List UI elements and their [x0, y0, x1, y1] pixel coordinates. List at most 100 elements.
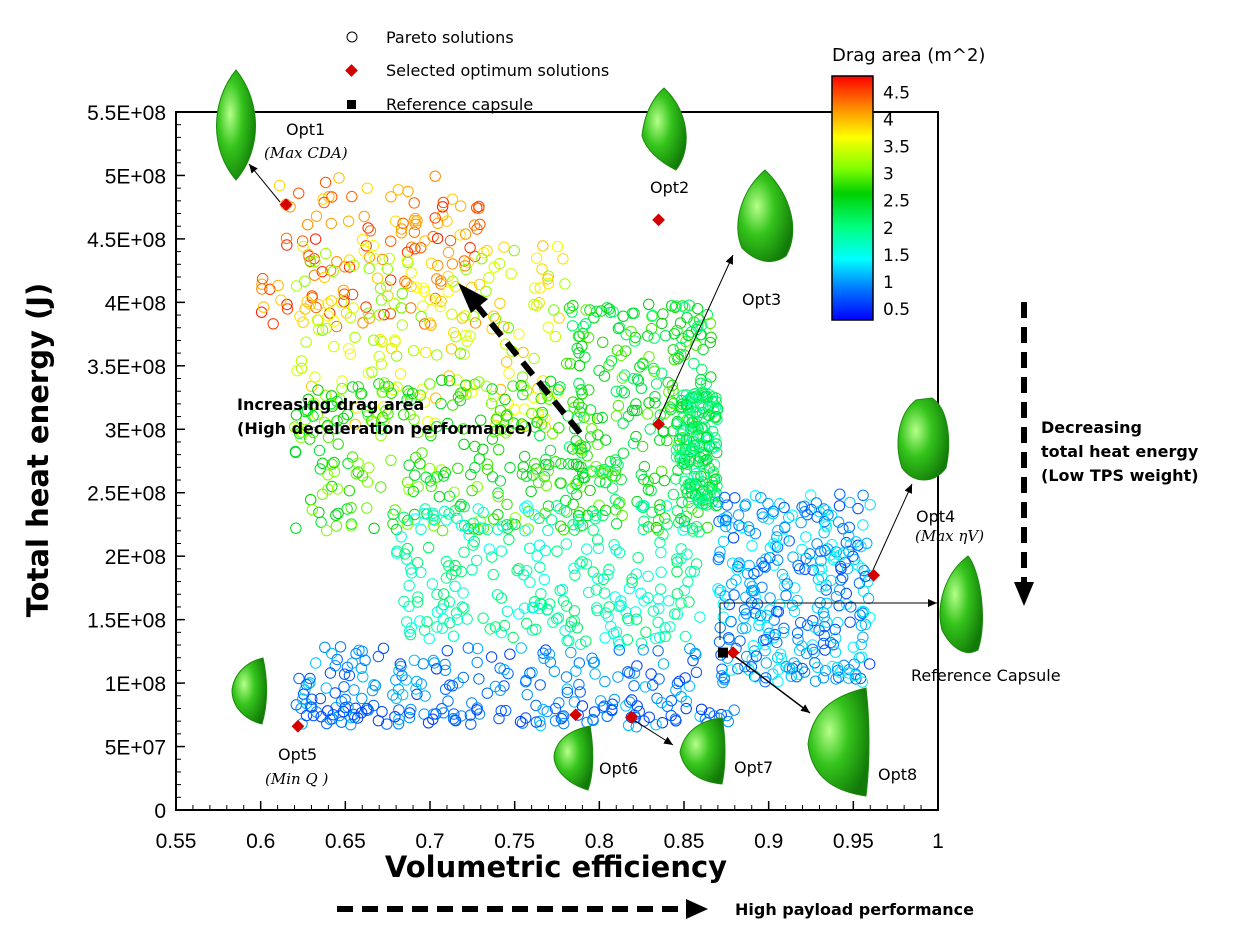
pareto-point — [542, 524, 554, 537]
pareto-point — [560, 671, 573, 683]
pareto-point — [801, 619, 814, 631]
pareto-point — [696, 422, 708, 434]
pareto-point — [415, 242, 427, 254]
pareto-point — [344, 348, 357, 360]
pareto-point — [422, 717, 435, 729]
pareto-point — [488, 390, 500, 403]
pareto-point — [671, 566, 683, 578]
pareto-point — [592, 542, 605, 554]
pareto-point — [720, 520, 732, 533]
pareto-point — [326, 458, 338, 470]
pareto-point — [622, 612, 634, 625]
pareto-point — [647, 309, 659, 322]
pareto-point — [581, 716, 593, 729]
pareto-point — [712, 583, 724, 595]
colorbar-tick-label: 2.5 — [883, 192, 910, 212]
pareto-point — [650, 719, 662, 731]
pareto-point — [572, 510, 585, 522]
pareto-point — [574, 558, 586, 570]
pareto-point — [343, 485, 356, 497]
y-axis-ticks: 0 5E+07 1E+08 1.5E+08 2E+08 2.5E+08 3E+08 3.5E+… — [87, 102, 185, 823]
pareto-point — [331, 256, 343, 268]
pareto-point — [538, 573, 550, 586]
pareto-point — [606, 482, 619, 494]
pareto-point — [617, 417, 629, 429]
pareto-point — [576, 340, 588, 352]
pareto-point — [573, 377, 585, 390]
pareto-point — [436, 622, 449, 634]
pareto-point — [622, 666, 634, 678]
pareto-point — [456, 386, 469, 399]
pareto-point — [710, 473, 723, 485]
pareto-point — [446, 308, 458, 320]
pareto-point — [548, 304, 560, 316]
pareto-point — [800, 531, 812, 543]
pareto-point — [425, 480, 437, 493]
opt6-label: Opt6 — [599, 759, 638, 778]
pareto-point — [631, 495, 643, 508]
pareto-point — [598, 587, 611, 599]
pareto-point — [609, 493, 621, 506]
pareto-point — [493, 444, 505, 456]
pareto-point — [597, 573, 610, 585]
pareto-point — [643, 397, 655, 409]
pareto-point — [778, 501, 790, 514]
pareto-point — [485, 397, 498, 410]
pareto-point — [670, 473, 682, 485]
pareto-point — [503, 533, 515, 546]
pareto-point — [401, 254, 413, 266]
pareto-point — [514, 715, 527, 728]
pareto-point — [646, 506, 658, 518]
pareto-point — [517, 388, 529, 401]
pareto-point — [447, 275, 459, 287]
pareto-point — [663, 386, 675, 398]
pareto-point — [704, 489, 716, 501]
pareto-point — [713, 551, 725, 563]
pareto-point — [711, 446, 723, 459]
pareto-point — [852, 502, 864, 515]
pareto-point — [785, 670, 797, 682]
pareto-point — [468, 535, 480, 548]
pareto-point — [657, 425, 669, 437]
pareto-point — [501, 498, 513, 511]
pareto-point — [486, 471, 499, 483]
pareto-point — [612, 399, 625, 412]
pareto-point — [827, 639, 839, 651]
pareto-point — [742, 521, 755, 533]
pareto-point — [829, 646, 842, 658]
pareto-point — [679, 672, 691, 684]
pareto-point — [767, 505, 779, 518]
pareto-point — [264, 283, 276, 295]
pareto-point — [425, 429, 437, 442]
pareto-point — [521, 617, 533, 630]
pareto-point — [494, 684, 506, 696]
pareto-point — [864, 499, 876, 511]
pareto-point — [843, 530, 855, 542]
pareto-point — [454, 229, 466, 241]
pareto-point — [375, 294, 388, 306]
pareto-point — [804, 548, 816, 560]
pareto-point — [688, 415, 700, 427]
pareto-point — [763, 627, 775, 639]
pareto-point — [654, 503, 666, 516]
opt7-capsule-icon — [679, 717, 726, 785]
pareto-point — [322, 297, 334, 310]
optimum-marker-opt8 — [726, 646, 740, 659]
pareto-point — [862, 592, 875, 605]
pareto-point — [676, 398, 688, 410]
pareto-point — [812, 573, 825, 586]
pareto-point — [571, 412, 583, 425]
pareto-point — [326, 191, 338, 203]
pareto-point — [584, 404, 597, 416]
opt4-label: Opt4 — [916, 507, 955, 526]
pareto-point — [691, 303, 704, 315]
pareto-point — [293, 427, 306, 440]
pareto-point — [473, 453, 486, 465]
pareto-point — [339, 701, 351, 714]
pareto-point — [677, 455, 689, 467]
pareto-point — [395, 302, 407, 314]
pareto-point — [561, 506, 573, 518]
pareto-point — [654, 631, 666, 644]
pareto-point — [442, 286, 454, 298]
pareto-point — [725, 615, 737, 628]
